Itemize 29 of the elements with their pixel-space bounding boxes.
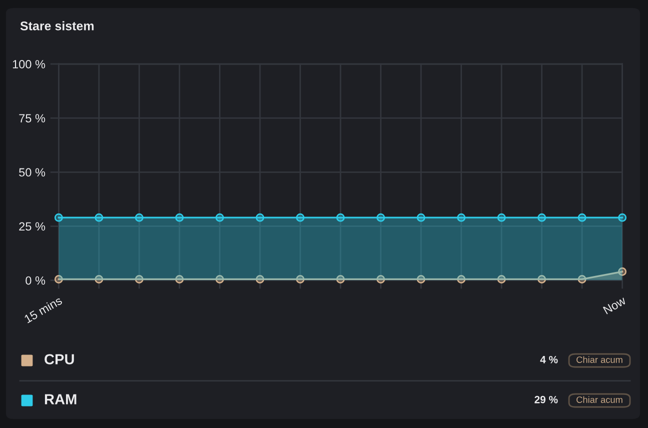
y-tick-label: 0 % <box>26 276 46 285</box>
point <box>54 213 63 222</box>
point <box>618 213 627 222</box>
point <box>175 213 184 222</box>
point <box>296 213 304 222</box>
y-tick-label: 50 % <box>19 168 46 177</box>
point <box>538 213 546 222</box>
chart-title: Stare sistem <box>20 21 94 30</box>
point <box>215 213 224 222</box>
legend-label: RAM <box>44 394 76 404</box>
point <box>457 213 466 222</box>
point <box>94 213 104 222</box>
point <box>497 213 506 222</box>
text: Chiar acum <box>576 396 622 403</box>
y-tick-label: 25 % <box>19 222 46 231</box>
point <box>416 213 426 222</box>
point <box>256 213 264 222</box>
text: 29 % <box>534 396 558 404</box>
point <box>336 213 345 222</box>
text: Chiar acum <box>576 356 622 363</box>
legend-label: CPU <box>44 354 74 364</box>
point <box>134 213 144 222</box>
text: 4 % <box>540 356 558 364</box>
x-tick-label: 15 mins <box>24 296 63 324</box>
point <box>376 213 385 222</box>
x-tick-label: Now <box>602 296 627 314</box>
y-tick-label: 100 % <box>12 60 46 68</box>
point <box>578 213 586 222</box>
y-tick-label: 75 % <box>19 114 46 122</box>
